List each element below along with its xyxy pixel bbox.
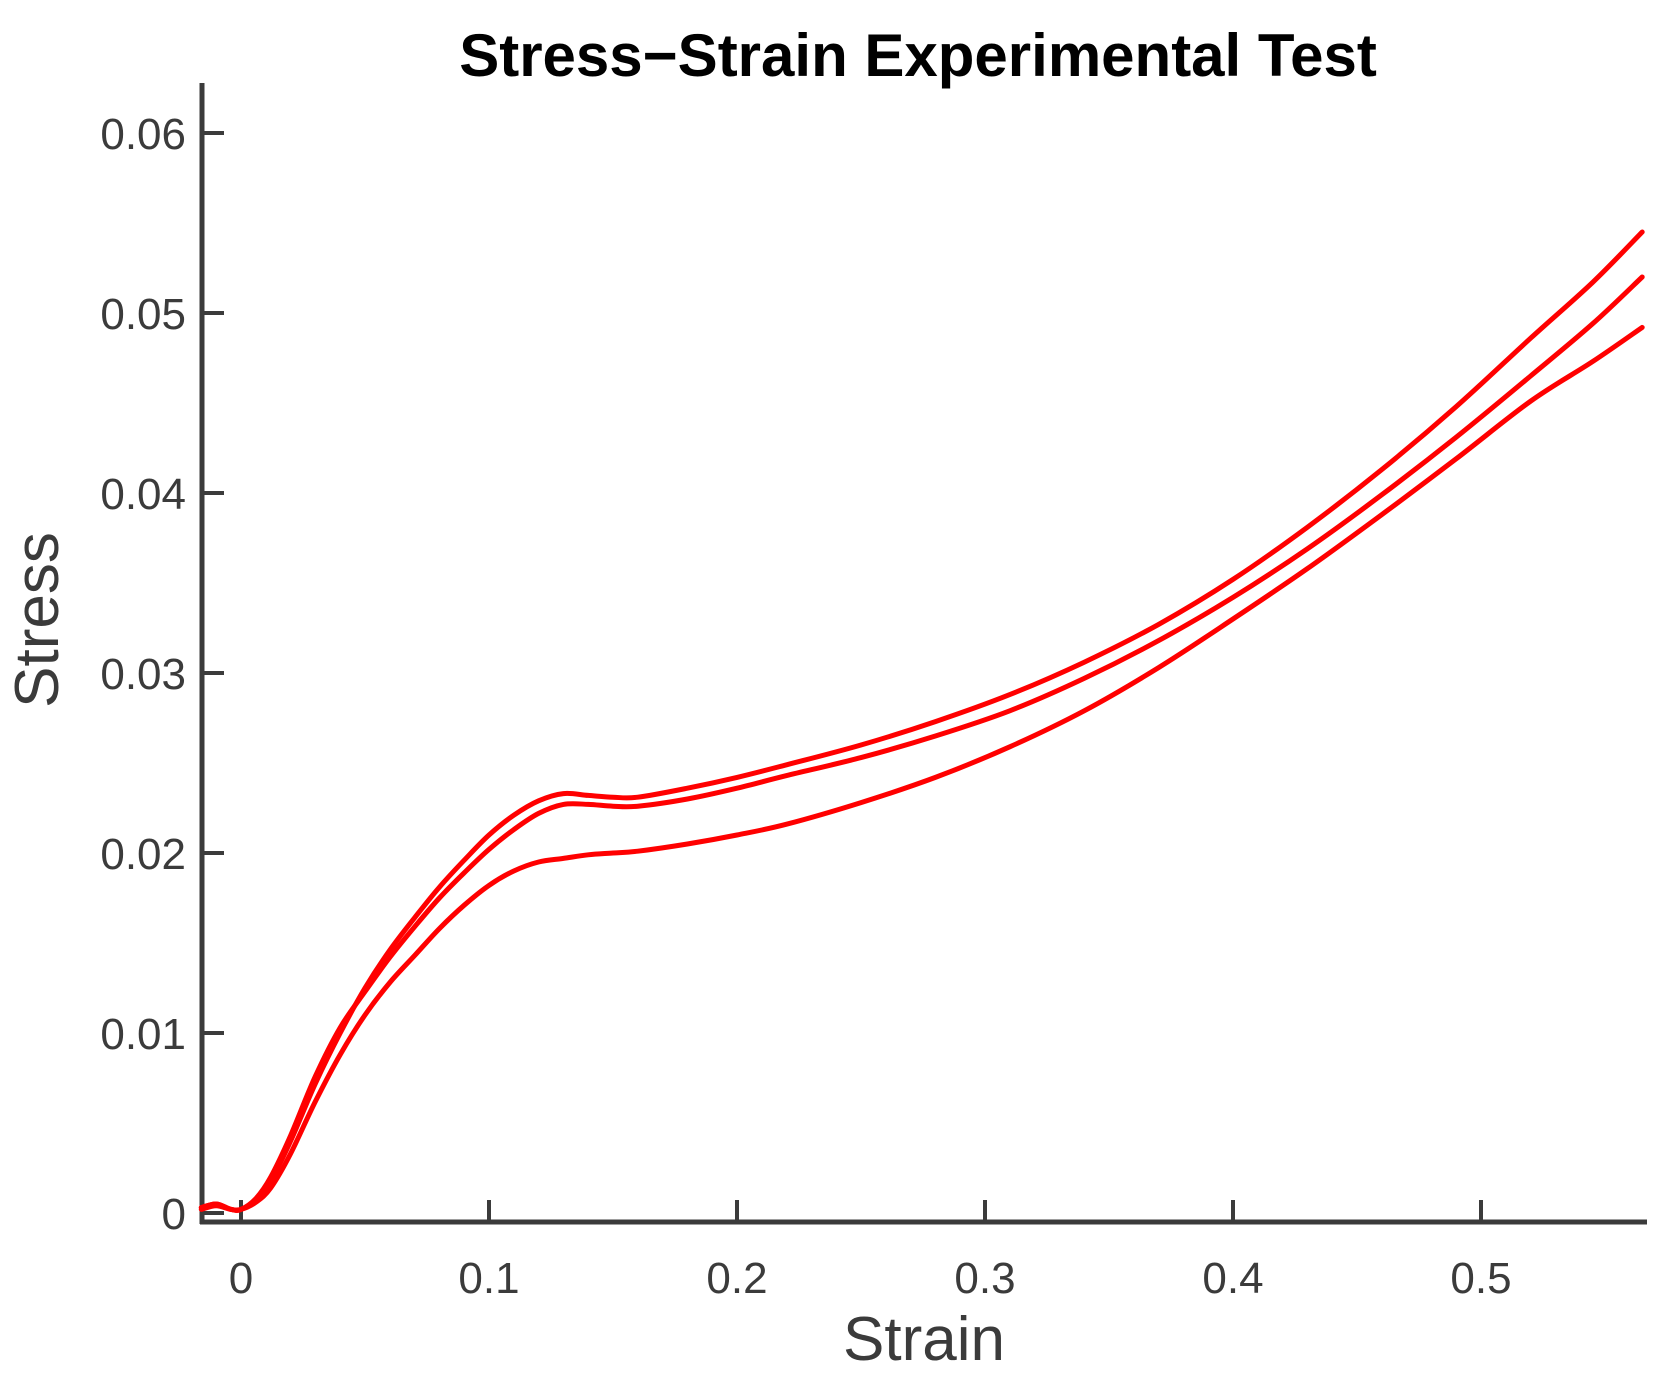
x-axis-label: Strain	[843, 1305, 1005, 1374]
x-tick-label: 0.3	[954, 1254, 1015, 1303]
x-tick-label: 0.2	[706, 1254, 767, 1303]
series-lines	[198, 229, 1645, 1213]
y-axis-label: Stress	[3, 532, 72, 708]
y-tick-label: 0	[162, 1190, 186, 1239]
y-tick-label: 0.03	[100, 650, 186, 699]
y-tick-label: 0.06	[100, 110, 186, 159]
y-tick-label: 0.02	[100, 830, 186, 879]
data-line-curve-1-top	[198, 229, 1645, 1213]
axes	[199, 83, 1647, 1225]
data-line-curve-3-bottom	[198, 324, 1645, 1213]
x-tick-label: 0.5	[1450, 1254, 1511, 1303]
x-tick-label: 0.1	[458, 1254, 519, 1303]
y-tick-label: 0.04	[100, 470, 186, 519]
tick-labels: 0 0.1 0.2 0.3 0.4 0.5 0 0.01 0.02 0.03 0.04 0.05 0.0…	[100, 110, 1511, 1303]
y-tick-label: 0.01	[100, 1010, 186, 1059]
chart-title: Stress−Strain Experimental Test	[459, 22, 1377, 89]
data-line-curve-2-middle	[198, 274, 1645, 1213]
axis-ticks	[202, 131, 1483, 1222]
x-tick-label: 0.4	[1202, 1254, 1263, 1303]
y-tick-label: 0.05	[100, 290, 186, 339]
x-tick-label: 0	[229, 1254, 253, 1303]
